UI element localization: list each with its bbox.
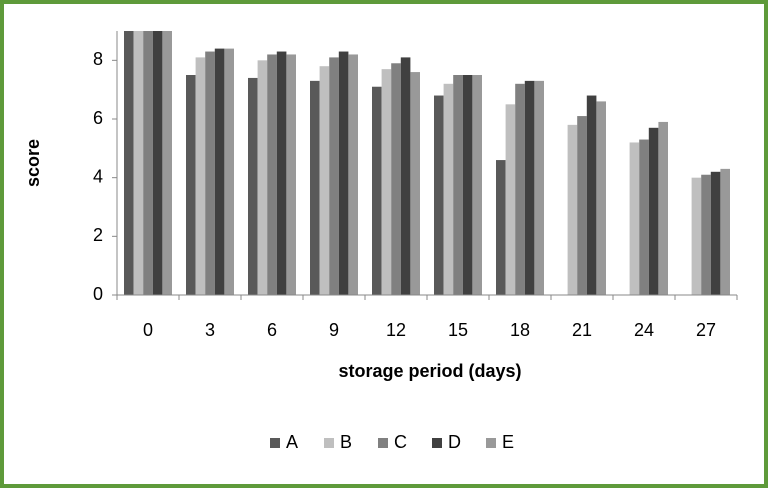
bar (152, 31, 163, 295)
bar (720, 168, 730, 295)
bar (710, 171, 721, 295)
bar (596, 101, 606, 296)
x-tick-label: 6 (267, 320, 277, 340)
bar (629, 142, 640, 295)
bar (133, 31, 144, 295)
legend-swatch (432, 438, 442, 448)
bar (577, 116, 587, 295)
bar (162, 31, 172, 295)
legend-swatch (270, 438, 280, 448)
legend-swatch (324, 438, 334, 448)
bar (124, 31, 134, 295)
bar (338, 51, 349, 296)
bar (434, 95, 444, 296)
x-tick-label: 21 (572, 320, 592, 340)
x-tick-label: 15 (448, 320, 468, 340)
bar (267, 54, 277, 295)
x-tick-label: 27 (696, 320, 716, 340)
bar (381, 69, 392, 295)
legend-label: A (286, 432, 298, 452)
legend-label: D (448, 432, 461, 452)
legend-label: B (340, 432, 352, 452)
bar (515, 83, 525, 295)
x-tick-label: 24 (634, 320, 654, 340)
bar (372, 86, 382, 295)
bar (329, 57, 339, 296)
bar (186, 75, 196, 295)
bar (472, 75, 482, 295)
legend-label: E (502, 432, 514, 452)
bar (348, 54, 358, 295)
bar (462, 75, 473, 295)
bar (143, 31, 153, 295)
legend-swatch (378, 438, 388, 448)
bar (276, 51, 287, 296)
bar (205, 51, 215, 296)
bar (648, 127, 659, 295)
bar (567, 124, 578, 295)
bar (496, 160, 506, 295)
y-tick-label: 4 (93, 166, 103, 186)
x-tick-label: 12 (386, 320, 406, 340)
x-tick-label: 9 (329, 320, 339, 340)
bar (443, 83, 454, 295)
bar (658, 121, 668, 295)
bar (701, 174, 711, 295)
y-tick-label: 8 (93, 49, 103, 69)
y-tick-label: 0 (93, 284, 103, 304)
bar (410, 72, 420, 295)
bar (391, 63, 401, 296)
x-axis-title: storage period (days) (338, 361, 521, 381)
bar (286, 54, 296, 295)
bar (214, 48, 225, 295)
bar (453, 75, 463, 295)
bar (224, 48, 234, 295)
x-tick-label: 3 (205, 320, 215, 340)
bar (586, 95, 597, 296)
legend-swatch (486, 438, 496, 448)
bar (248, 77, 258, 295)
bar (400, 57, 411, 296)
x-tick-label: 0 (143, 320, 153, 340)
bar (639, 139, 649, 295)
bar (195, 57, 206, 296)
bar (691, 177, 702, 295)
y-tick-label: 6 (93, 108, 103, 128)
x-tick-label: 18 (510, 320, 530, 340)
bar (505, 104, 516, 295)
bar (534, 80, 544, 295)
bar (524, 80, 535, 295)
bar (257, 60, 268, 296)
bar (319, 66, 330, 295)
y-tick-label: 2 (93, 225, 103, 245)
legend-label: C (394, 432, 407, 452)
bar (310, 80, 320, 295)
y-axis-title: score (23, 139, 43, 187)
